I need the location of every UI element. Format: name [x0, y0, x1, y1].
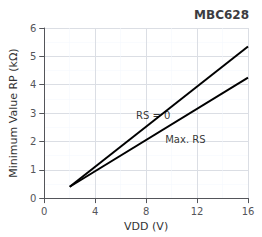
svg-text:VDD (V): VDD (V) [124, 220, 168, 233]
svg-text:16: 16 [242, 206, 255, 217]
svg-text:4: 4 [30, 79, 36, 90]
svg-text:RS = 0: RS = 0 [135, 109, 171, 121]
svg-text:12: 12 [191, 206, 204, 217]
svg-text:5: 5 [30, 51, 36, 62]
svg-text:3: 3 [30, 108, 36, 119]
svg-text:4: 4 [92, 206, 98, 217]
svg-text:MBC628: MBC628 [194, 8, 249, 22]
svg-text:0: 0 [41, 206, 47, 217]
svg-text:6: 6 [30, 23, 36, 34]
svg-text:Minimum Value RP (kΩ): Minimum Value RP (kΩ) [7, 48, 20, 177]
svg-text:1: 1 [30, 164, 36, 175]
svg-text:8: 8 [143, 206, 149, 217]
svg-text:Max. RS: Max. RS [165, 134, 205, 145]
svg-text:0: 0 [30, 193, 36, 204]
svg-text:2: 2 [30, 136, 36, 147]
